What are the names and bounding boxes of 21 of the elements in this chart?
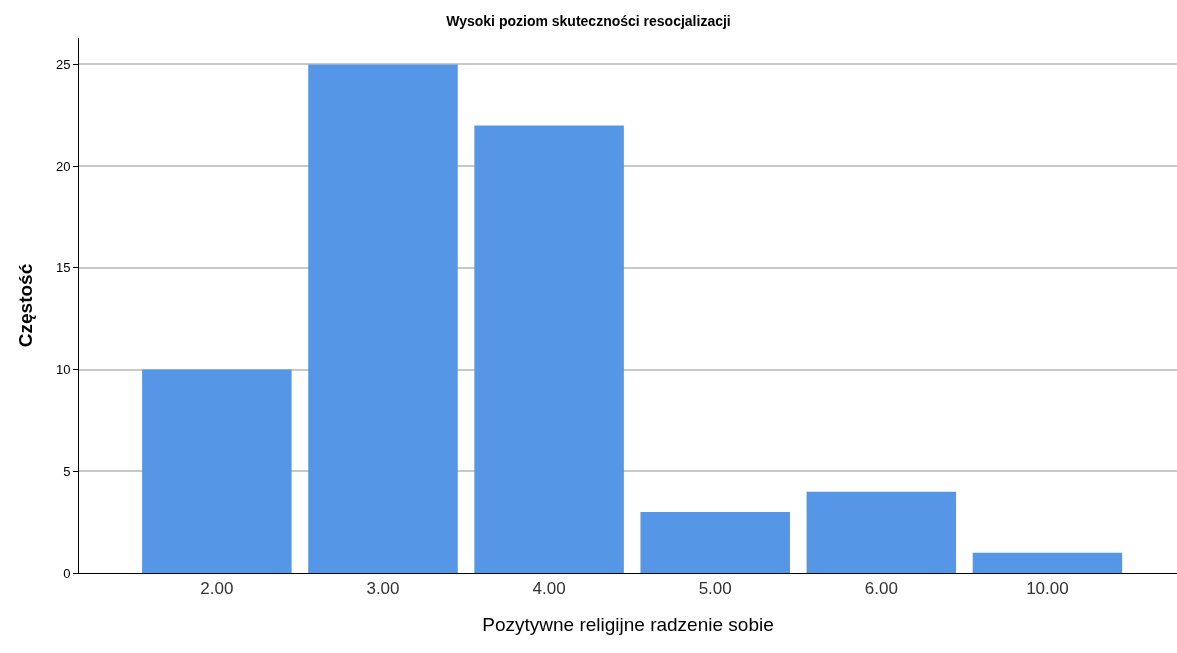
bar [972, 552, 1123, 573]
y-tick-label: 15 [55, 260, 71, 276]
y-tick-label: 25 [55, 56, 71, 72]
y-axis-title: Częstość [14, 263, 36, 348]
x-tick-label: 5.00 [698, 579, 732, 599]
x-tick-label: 4.00 [532, 579, 566, 599]
bar [474, 125, 624, 573]
bar [142, 369, 292, 573]
bar [640, 511, 790, 573]
y-tick-label: 0 [63, 565, 71, 581]
x-tick-label: 10.00 [1026, 579, 1069, 599]
y-tick-label: 5 [63, 463, 71, 479]
chart-title: Wysoki poziom skuteczności resocjalizacji [446, 13, 731, 30]
x-tick-label: 3.00 [366, 579, 400, 599]
x-tick-label: 2.00 [200, 579, 234, 599]
bar [308, 64, 458, 573]
bar [806, 491, 957, 573]
x-axis-title: Pozytywne religijne radzenie sobie [482, 614, 774, 636]
y-tick-label: 10 [55, 362, 71, 378]
y-tick-label: 20 [55, 158, 71, 174]
x-tick-label: 6.00 [864, 579, 898, 599]
